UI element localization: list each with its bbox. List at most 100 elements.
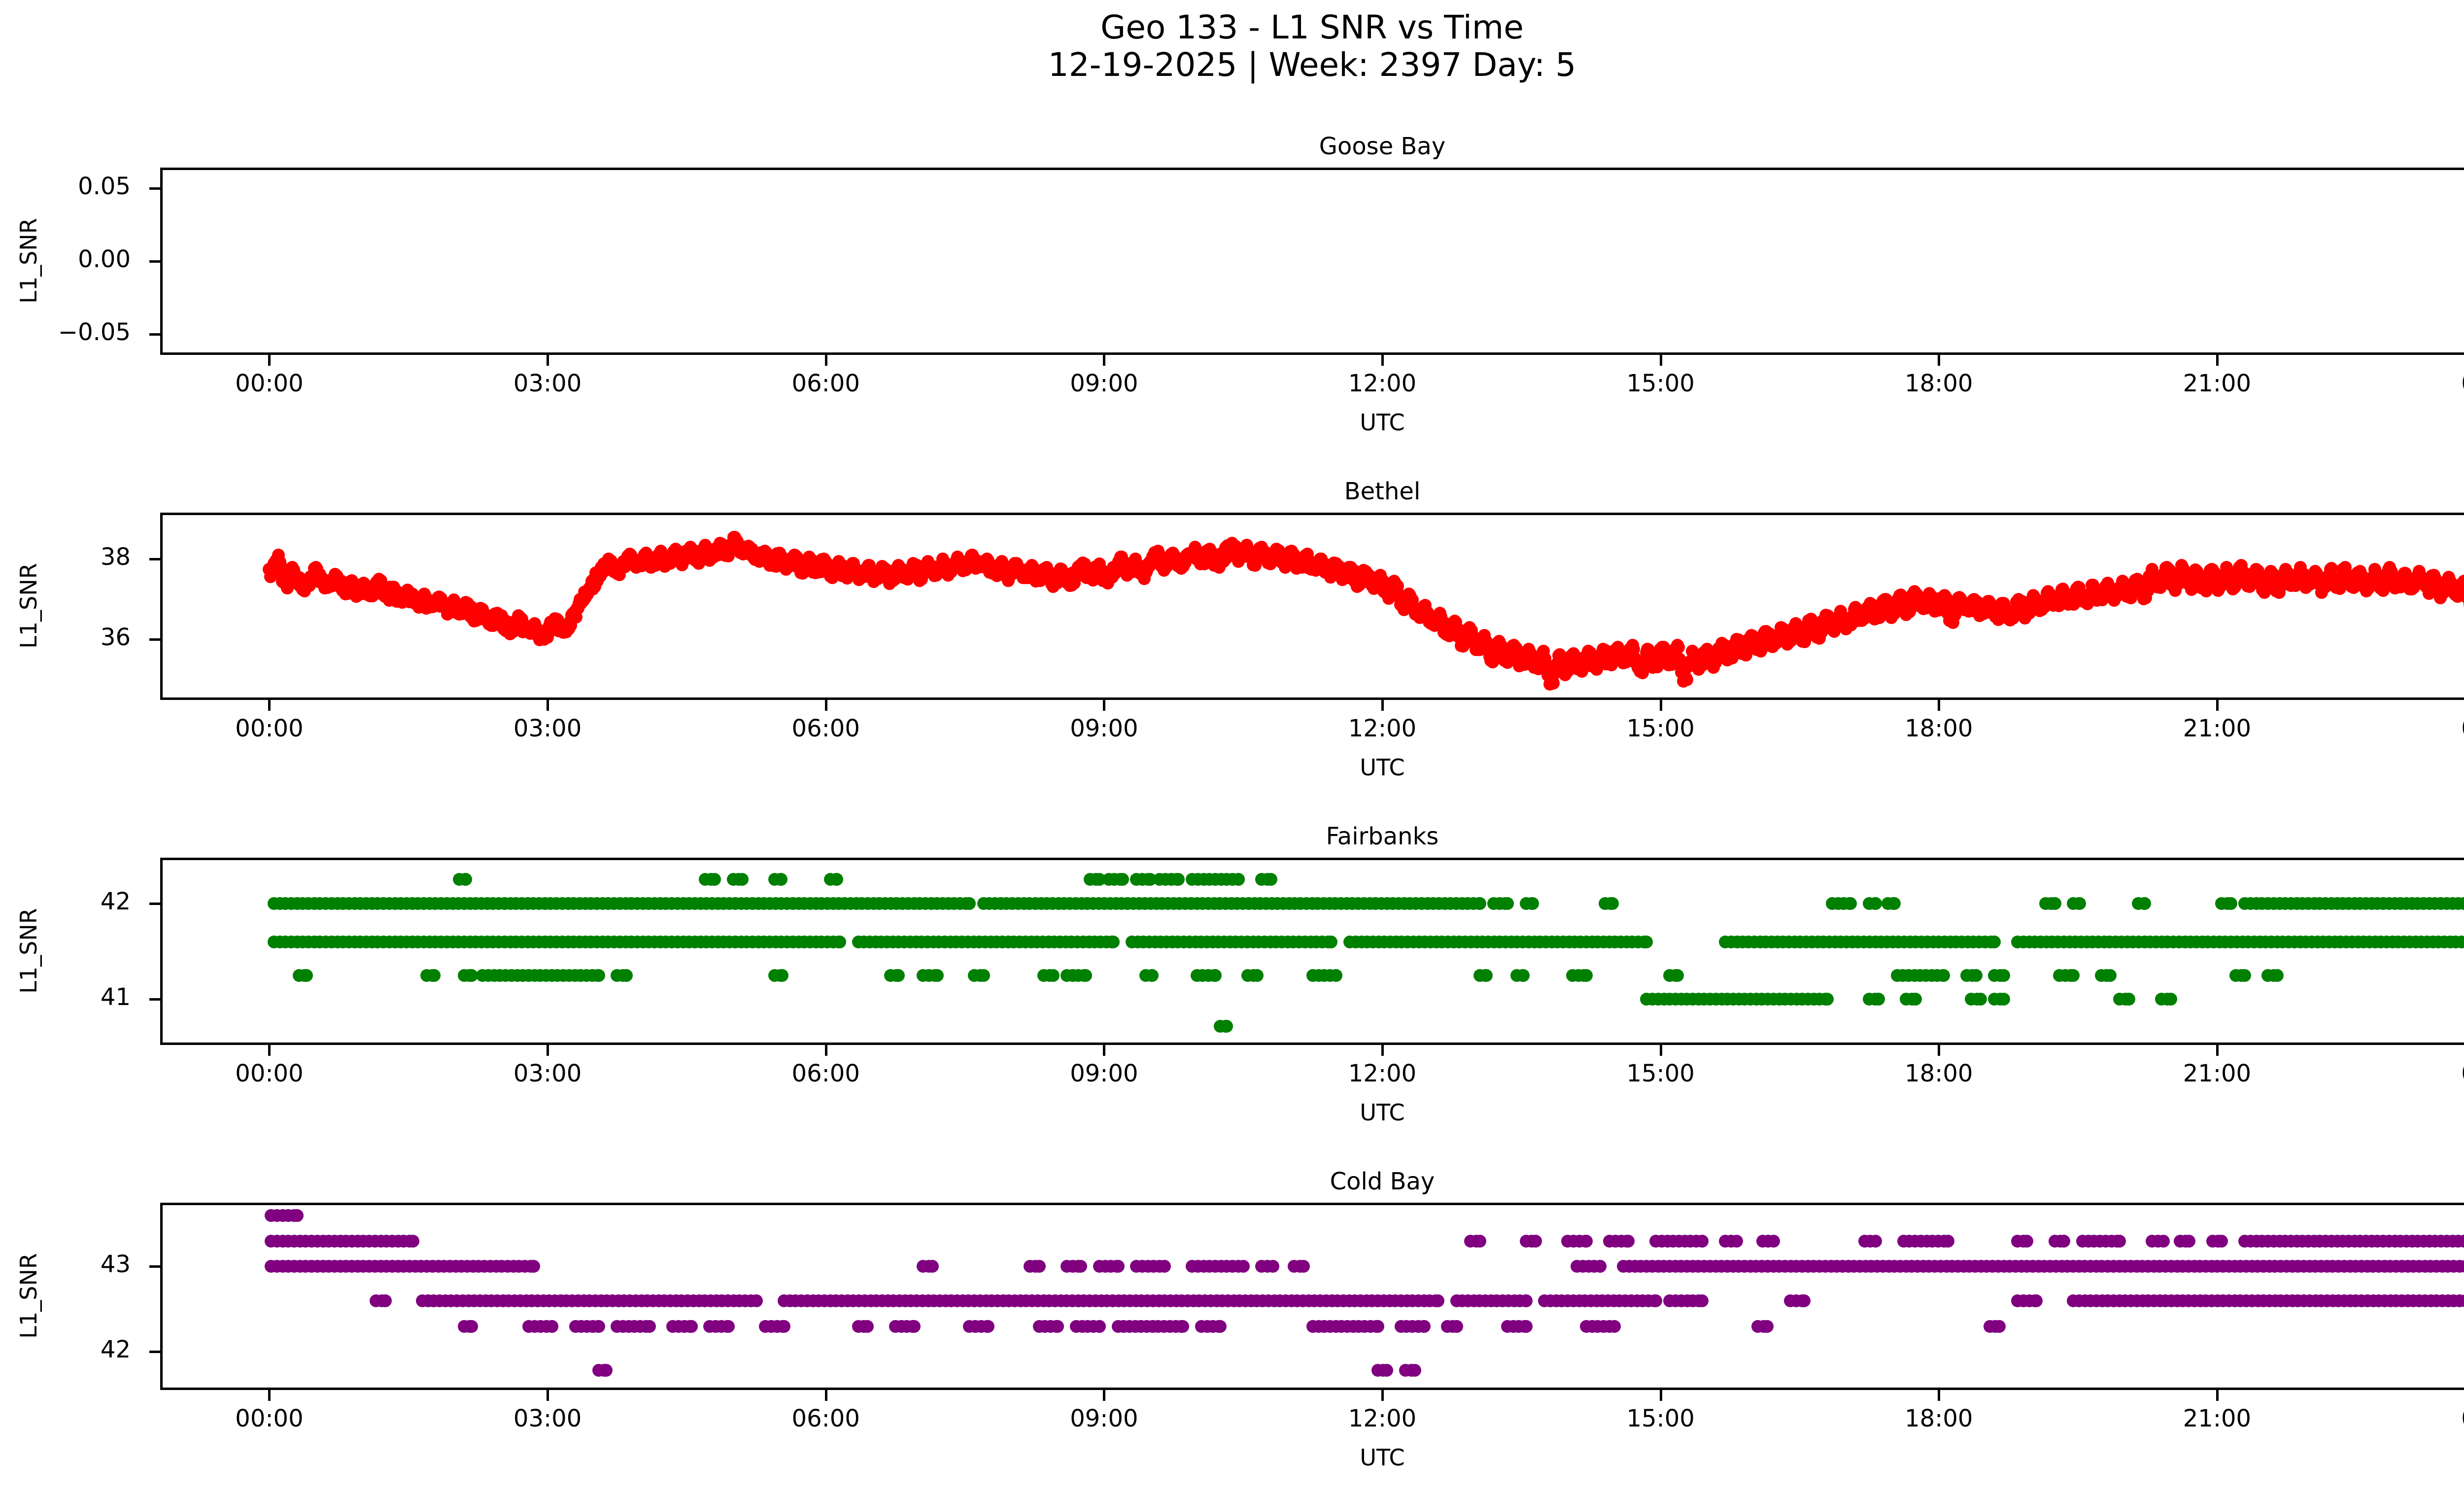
x-tick-mark-cold-bay (824, 1390, 827, 1401)
x-tick-label-bethel: 18:00 (1905, 715, 1973, 742)
plot-area-fairbanks[interactable] (160, 858, 2464, 1045)
data-point (1526, 897, 1539, 910)
data-point (891, 969, 905, 982)
data-point (977, 969, 990, 982)
panel-title-cold-bay: Cold Bay (1330, 1168, 1435, 1195)
data-point (2156, 1234, 2170, 1248)
x-tick-label-goose-bay: 09:00 (1070, 370, 1138, 397)
data-point (2073, 897, 2087, 910)
data-point (1696, 1294, 1709, 1307)
data-point (1730, 1234, 1743, 1248)
data-point (407, 1234, 420, 1248)
data-point (1232, 872, 1245, 886)
x-tick-mark-fairbanks (547, 1045, 549, 1056)
data-point (1046, 969, 1060, 982)
data-point (1297, 1260, 1310, 1273)
x-tick-mark-cold-bay (1103, 1390, 1106, 1401)
data-point (1236, 1260, 1250, 1273)
plot-area-bethel[interactable] (160, 513, 2464, 700)
y-tick-mark-cold-bay (149, 1351, 160, 1354)
data-point (1431, 1294, 1444, 1307)
x-axis-label-bethel: UTC (1360, 754, 1405, 781)
x-tick-label-cold-bay: 00:00 (235, 1405, 304, 1432)
x-tick-mark-cold-bay (547, 1390, 549, 1401)
x-tick-mark-bethel (1381, 700, 1384, 711)
x-tick-label-goose-bay: 12:00 (1348, 370, 1417, 397)
plot-area-goose-bay[interactable] (160, 168, 2464, 355)
data-point (1988, 935, 2001, 948)
plot-area-cold-bay[interactable] (160, 1203, 2464, 1390)
data-point (2067, 969, 2080, 982)
data-point (1176, 1320, 1190, 1333)
data-point (930, 969, 944, 982)
x-tick-label-fairbanks: 00:00 (235, 1060, 304, 1087)
data-point (1621, 1234, 1635, 1248)
data-point (1417, 1320, 1431, 1333)
data-point (1093, 1320, 1106, 1333)
x-tick-label-cold-bay: 21:00 (2183, 1405, 2252, 1432)
x-axis-label-goose-bay: UTC (1360, 409, 1405, 436)
x-tick-mark-cold-bay (268, 1390, 271, 1401)
x-tick-label-bethel: 06:00 (791, 715, 860, 742)
data-point (2271, 969, 2284, 982)
x-tick-mark-fairbanks (1381, 1045, 1384, 1056)
y-tick-label-cold-bay: 43 (100, 1251, 131, 1279)
data-point (1671, 969, 1684, 982)
data-point (830, 872, 844, 886)
x-tick-mark-fairbanks (2216, 1045, 2219, 1056)
data-point (2138, 897, 2152, 910)
x-tick-mark-goose-bay (1103, 355, 1106, 366)
y-tick-mark-bethel (149, 638, 160, 641)
panel-title-goose-bay: Goose Bay (1319, 133, 1446, 160)
data-point (2122, 993, 2136, 1006)
x-tick-label-bethel: 15:00 (1626, 715, 1695, 742)
x-tick-label-fairbanks: 21:00 (2183, 1060, 2252, 1087)
data-point (1937, 969, 1950, 982)
data-point (1107, 935, 1120, 948)
x-tick-label-fairbanks: 12:00 (1348, 1060, 1417, 1087)
x-tick-mark-bethel (2216, 700, 2219, 711)
data-point (776, 969, 789, 982)
x-tick-label-fairbanks: 00:00 (2461, 1060, 2464, 1087)
x-tick-mark-cold-bay (1938, 1390, 1941, 1401)
x-tick-label-fairbanks: 09:00 (1070, 1060, 1138, 1087)
data-point (684, 1320, 698, 1333)
data-point (1329, 969, 1342, 982)
x-tick-mark-bethel (268, 700, 271, 711)
x-tick-label-bethel: 00:00 (2461, 715, 2464, 742)
data-point (775, 872, 788, 886)
data-point (1580, 1234, 1593, 1248)
y-tick-mark-fairbanks (149, 998, 160, 1001)
panel-title-fairbanks: Fairbanks (1326, 823, 1439, 850)
y-tick-label-goose-bay: 0.00 (78, 245, 131, 273)
x-tick-label-bethel: 21:00 (2183, 715, 2252, 742)
data-point (1844, 897, 1857, 910)
data-point (708, 872, 721, 886)
x-tick-mark-bethel (547, 700, 549, 711)
x-tick-label-bethel: 03:00 (513, 715, 582, 742)
data-point (1171, 872, 1185, 886)
data-point (2104, 969, 2117, 982)
data-point (963, 897, 976, 910)
y-tick-mark-cold-bay (149, 1265, 160, 1268)
x-tick-label-goose-bay: 21:00 (2183, 370, 2252, 397)
x-tick-label-goose-bay: 00:00 (235, 370, 304, 397)
y-axis-label-cold-bay: L1_SNR (15, 1253, 42, 1339)
x-tick-label-goose-bay: 06:00 (791, 370, 860, 397)
x-tick-label-cold-bay: 09:00 (1070, 1405, 1138, 1432)
data-point (1266, 1260, 1279, 1273)
data-point (1580, 969, 1593, 982)
data-point (722, 1320, 735, 1333)
figure-suptitle: Geo 133 - L1 SNR vs Time 12-19-2025 | We… (0, 9, 2464, 84)
data-point (1250, 969, 1264, 982)
y-tick-label-bethel: 38 (100, 543, 131, 571)
x-tick-label-cold-bay: 15:00 (1626, 1405, 1695, 1432)
data-point (1079, 969, 1092, 982)
y-tick-label-cold-bay: 42 (100, 1336, 131, 1364)
data-point (1220, 1019, 1233, 1033)
y-tick-label-fairbanks: 41 (100, 983, 131, 1011)
data-point (1051, 1320, 1064, 1333)
x-tick-label-bethel: 12:00 (1348, 715, 1417, 742)
data-point (2238, 969, 2252, 982)
data-point (300, 969, 313, 982)
